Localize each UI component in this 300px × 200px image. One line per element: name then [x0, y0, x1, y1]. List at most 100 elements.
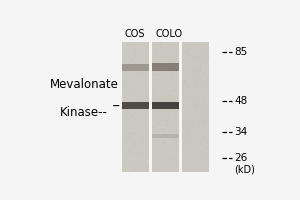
Point — [129, 150, 134, 153]
Point — [126, 49, 131, 52]
Point — [157, 129, 162, 132]
Point — [202, 156, 206, 160]
Point — [188, 42, 193, 46]
Point — [125, 117, 130, 120]
Point — [127, 74, 132, 77]
Point — [205, 80, 209, 83]
Point — [181, 70, 186, 73]
Point — [123, 56, 128, 59]
Point — [139, 135, 144, 138]
Point — [138, 123, 143, 126]
Point — [122, 103, 127, 107]
Point — [175, 153, 180, 156]
Point — [127, 100, 131, 103]
Point — [200, 152, 204, 155]
Point — [201, 167, 206, 170]
Point — [152, 50, 157, 53]
Point — [196, 115, 201, 119]
Point — [180, 83, 185, 86]
Point — [167, 68, 172, 72]
Point — [160, 42, 165, 45]
Point — [184, 138, 189, 141]
Point — [156, 96, 161, 99]
Point — [123, 84, 128, 88]
Point — [176, 62, 180, 65]
Point — [124, 60, 129, 63]
Point — [172, 110, 177, 113]
Point — [141, 52, 146, 55]
Point — [194, 79, 199, 82]
Point — [159, 152, 164, 155]
Point — [182, 112, 186, 115]
Point — [144, 59, 149, 62]
Point — [122, 96, 127, 99]
Point — [135, 87, 140, 90]
Point — [159, 46, 164, 49]
Point — [135, 147, 140, 150]
Point — [141, 120, 146, 123]
Point — [141, 70, 146, 73]
Point — [189, 144, 194, 148]
Point — [167, 133, 172, 136]
Point — [187, 107, 192, 110]
Point — [139, 143, 143, 146]
Point — [158, 69, 162, 72]
Point — [198, 162, 203, 165]
Point — [119, 147, 124, 150]
Point — [120, 67, 124, 70]
Point — [203, 137, 208, 141]
Point — [201, 71, 206, 74]
Point — [119, 144, 124, 147]
Point — [167, 157, 171, 161]
Point — [191, 68, 196, 71]
Point — [173, 69, 178, 72]
Point — [157, 104, 161, 107]
Point — [123, 133, 128, 137]
Point — [136, 61, 140, 64]
Point — [153, 154, 158, 157]
Point — [184, 71, 189, 74]
Point — [167, 153, 172, 156]
Point — [143, 118, 148, 121]
Point — [160, 152, 165, 156]
Point — [121, 162, 126, 165]
Point — [174, 68, 179, 72]
Point — [156, 159, 161, 162]
Point — [154, 99, 159, 103]
Point — [137, 49, 142, 52]
Point — [158, 45, 163, 48]
Point — [151, 89, 156, 93]
Point — [188, 130, 192, 133]
Point — [129, 55, 134, 58]
Point — [195, 51, 200, 55]
Point — [190, 170, 195, 173]
Point — [154, 56, 159, 59]
Point — [133, 47, 138, 50]
Point — [124, 111, 128, 114]
Point — [145, 100, 150, 103]
Point — [139, 121, 144, 124]
Point — [163, 130, 167, 133]
Point — [172, 54, 177, 57]
Point — [193, 57, 198, 60]
Point — [205, 83, 209, 86]
Point — [158, 136, 163, 139]
Point — [150, 139, 155, 142]
Point — [134, 149, 139, 152]
Point — [184, 69, 189, 72]
Point — [164, 60, 169, 63]
Point — [125, 133, 130, 136]
Point — [167, 60, 172, 64]
Point — [170, 46, 175, 50]
Point — [192, 45, 197, 48]
Point — [158, 69, 162, 73]
Point — [144, 165, 149, 169]
Point — [163, 64, 167, 67]
Point — [195, 47, 200, 50]
Point — [175, 129, 180, 132]
Point — [181, 55, 185, 59]
Point — [132, 83, 137, 86]
Point — [144, 84, 148, 87]
Point — [199, 58, 203, 61]
Point — [126, 61, 131, 64]
